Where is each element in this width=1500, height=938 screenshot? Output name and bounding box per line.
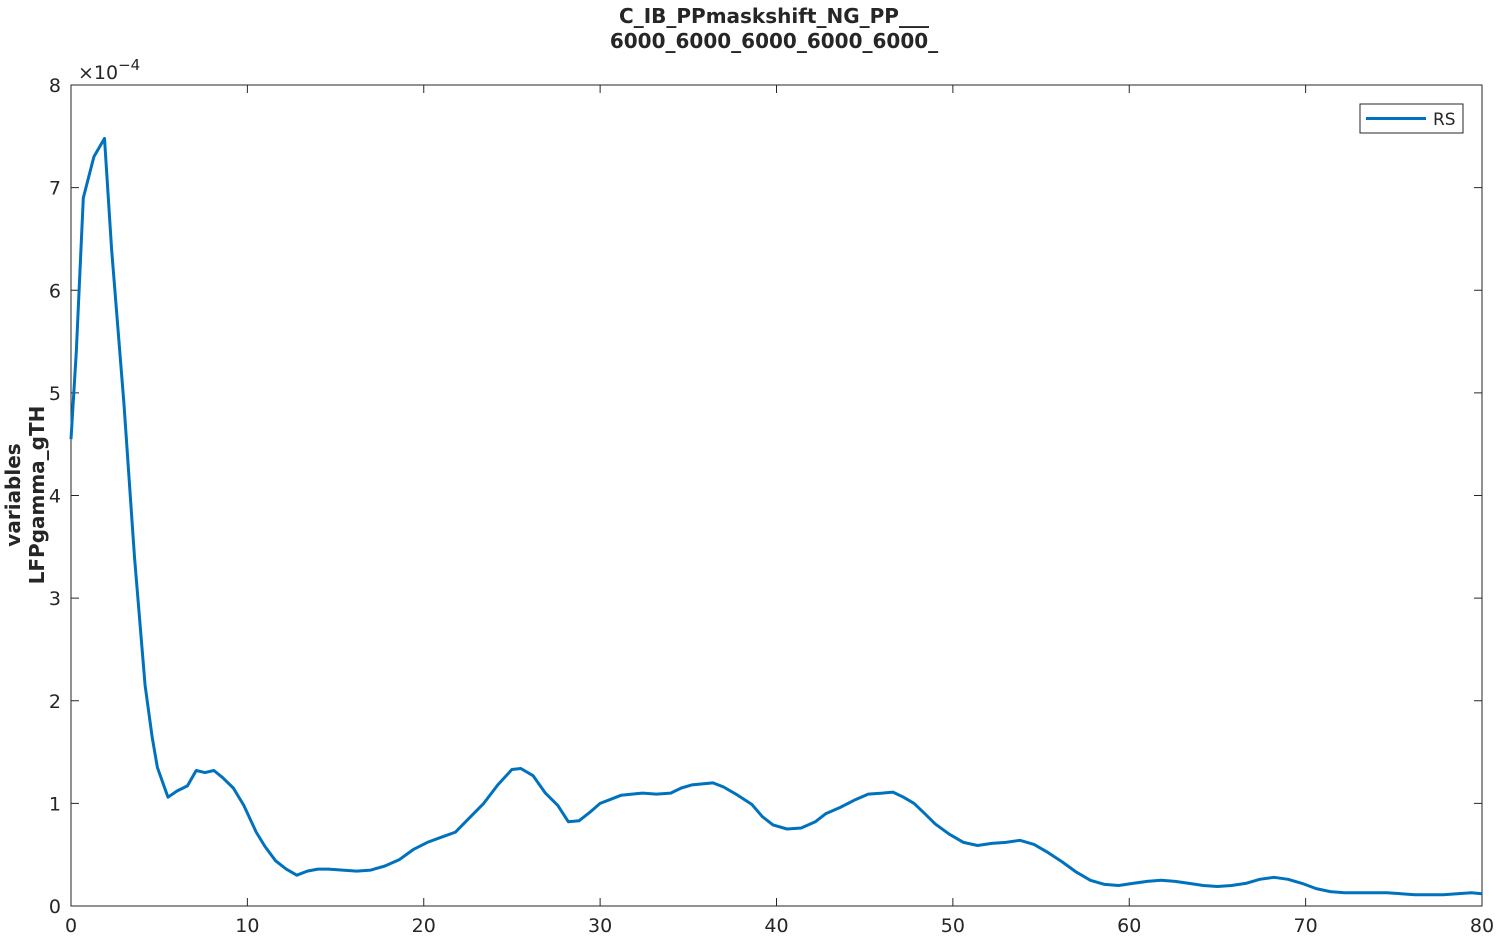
chart-title-line-1: C_IB_PPmaskshift_NG_PP___ [619,4,929,28]
y-tick-label: 1 [49,793,61,815]
y-tick-label: 6 [49,280,61,302]
y-tick-label: 4 [49,486,61,508]
y-axis-label-line-2: LFPgamma_gTH [25,406,49,585]
x-tick-label: 10 [235,915,259,937]
x-tick-label: 30 [588,915,612,937]
x-tick-label: 20 [412,915,436,937]
legend: RS [1359,103,1464,134]
x-tick-label: 40 [764,915,788,937]
y-exponent-label: ×10−4 [78,56,140,84]
y-tick-label: 8 [49,75,61,97]
y-tick-label: 3 [49,588,61,610]
y-axis: 0 1 2 3 4 5 6 7 8 [49,75,1482,918]
plot-area [70,84,1483,907]
x-tick-label: 60 [1117,915,1141,937]
y-tick-label: 0 [49,896,61,918]
y-tick-label: 2 [49,691,61,713]
x-axis: 0 10 20 30 40 50 60 70 80 [65,85,1494,937]
x-tick-label: 50 [941,915,965,937]
x-tick-label: 80 [1470,915,1494,937]
y-tick-label: 7 [49,178,61,200]
y-tick-label: 5 [49,383,61,405]
x-tick-label: 70 [1294,915,1318,937]
series-line-rs [69,136,1483,897]
y-axis-label-line-1: variables [1,443,25,546]
chart-title-line-2: 6000_6000_6000_6000_6000_ [610,29,938,53]
x-tick-label: 0 [65,915,77,937]
legend-label-rs: RS [1433,110,1456,130]
